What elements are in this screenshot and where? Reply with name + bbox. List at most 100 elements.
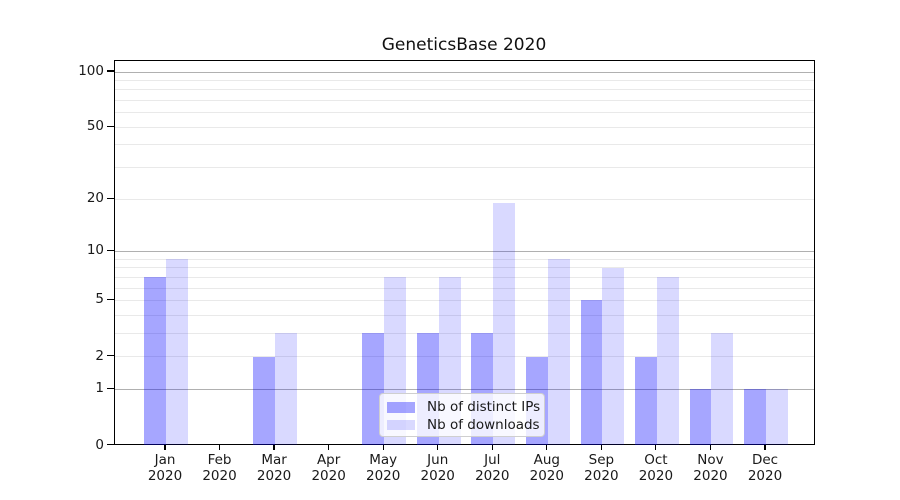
x-label-year: 2020 (202, 468, 237, 484)
y-axis-tick-label: 100 (78, 63, 104, 79)
x-axis-tick-mark (491, 444, 493, 450)
x-axis-tick-label: Aug 2020 (507, 452, 587, 485)
x-axis-tick-label: Nov 2020 (670, 452, 750, 485)
bar-downloads-mar (275, 333, 297, 446)
legend: Nb of distinct IPs Nb of downloads (379, 392, 545, 437)
gridline-minor (114, 126, 814, 128)
x-label-year: 2020 (475, 468, 510, 484)
bar-ips-oct (635, 356, 657, 446)
x-label-month: Dec (751, 451, 779, 468)
plot-area (113, 59, 815, 446)
gridline-minor (114, 144, 814, 146)
x-axis-tick-label: Jan 2020 (125, 452, 205, 485)
x-label-month: Sep (588, 451, 615, 468)
y-axis-tick-mark (107, 387, 114, 389)
y-axis-tick-label: 2 (95, 347, 104, 364)
y-axis-tick-label: 20 (86, 190, 104, 207)
gridline-major (114, 388, 814, 390)
x-label-year: 2020 (693, 468, 728, 484)
gridline-minor (114, 100, 814, 102)
x-axis-tick-mark (382, 444, 384, 450)
x-axis-tick-label: Feb 2020 (180, 452, 260, 485)
gridline-minor (114, 276, 814, 278)
x-label-month: Jun (427, 451, 449, 468)
x-label-year: 2020 (365, 468, 401, 484)
x-axis-tick-label: Jun 2020 (398, 452, 478, 485)
y-axis-tick-mark (107, 197, 114, 199)
x-label-year: 2020 (747, 468, 783, 484)
gridline-minor (114, 79, 814, 81)
gridline-minor (114, 112, 814, 114)
legend-row-downloads: Nb of downloads (387, 416, 540, 434)
x-label-year: 2020 (529, 468, 564, 484)
bar-ips-jan (144, 277, 166, 446)
gridline-minor (114, 314, 814, 316)
x-axis-tick-mark (709, 444, 712, 450)
gridline-minor (114, 299, 814, 301)
x-label-month: Mar (261, 451, 287, 468)
x-axis-tick-mark (600, 444, 602, 450)
y-axis-tick-label: 10 (86, 242, 104, 259)
x-axis-tick-label: Dec 2020 (725, 452, 805, 485)
gridline-major (114, 250, 814, 252)
x-label-year: 2020 (256, 468, 292, 484)
x-axis-tick-label: Oct 2020 (616, 452, 696, 485)
y-axis-tick-label: 5 (95, 291, 104, 308)
bar-ips-nov (689, 389, 712, 446)
gridline-minor (114, 287, 814, 289)
bar-downloads-jan (166, 259, 188, 446)
legend-swatch-distinct-ips (387, 402, 415, 413)
x-label-month: Feb (207, 451, 232, 468)
legend-row-ips: Nb of distinct IPs (387, 399, 541, 417)
y-axis-tick-mark (107, 70, 114, 72)
gridline-minor (114, 267, 814, 269)
x-label-year: 2020 (584, 468, 619, 484)
gridline-minor (114, 198, 814, 200)
x-axis-tick-mark (546, 444, 548, 450)
x-axis-tick-mark (164, 444, 166, 450)
bar-ips-sep (580, 300, 603, 446)
bar-downloads-dec (766, 389, 788, 446)
gridline-minor (114, 258, 814, 260)
bar-downloads-oct (656, 277, 679, 446)
y-axis-tick-label: 1 (95, 380, 104, 397)
x-axis-tick-label: Jul 2020 (452, 452, 532, 485)
x-axis-tick-mark (218, 444, 221, 450)
bar-ips-dec (744, 389, 766, 446)
legend-swatch-downloads (387, 419, 415, 430)
y-axis-tick-label: 50 (86, 118, 104, 135)
x-axis-tick-label: Sep 2020 (561, 452, 641, 485)
bar-ips-may (362, 333, 385, 446)
gridline-minor (114, 167, 814, 169)
chart-title: GeneticsBase 2020 (381, 35, 547, 55)
x-axis-tick-mark (764, 444, 766, 450)
y-axis-tick-mark (107, 298, 114, 301)
x-label-month: Aug (533, 451, 560, 468)
x-label-month: Jul (484, 451, 501, 468)
x-axis-tick-mark (328, 444, 330, 450)
bar-downloads-sep (602, 267, 625, 446)
gridline-minor (114, 332, 814, 334)
gridline-minor (114, 89, 814, 91)
bar-downloads-nov (711, 333, 734, 446)
bar-ips-mar (253, 356, 276, 446)
gridline-minor (114, 356, 814, 358)
x-label-year: 2020 (147, 468, 183, 484)
x-axis-tick-mark (655, 444, 657, 450)
x-label-month: Apr (316, 451, 341, 468)
x-axis-tick-label: Mar 2020 (234, 452, 314, 485)
x-label-year: 2020 (638, 468, 674, 484)
y-axis-tick-label: 0 (95, 436, 104, 453)
x-label-year: 2020 (311, 468, 346, 484)
y-axis-tick-mark (107, 443, 114, 446)
x-axis-tick-mark (437, 444, 439, 450)
legend-label-distinct-ips: Nb of distinct IPs (427, 399, 541, 416)
bar-downloads-jul (493, 203, 516, 446)
y-axis-tick-mark (107, 354, 114, 357)
x-label-month: May (369, 451, 398, 468)
y-axis-tick-mark (107, 125, 114, 127)
x-label-month: Nov (697, 451, 724, 468)
x-label-year: 2020 (420, 468, 455, 484)
gridline-major (114, 71, 814, 73)
